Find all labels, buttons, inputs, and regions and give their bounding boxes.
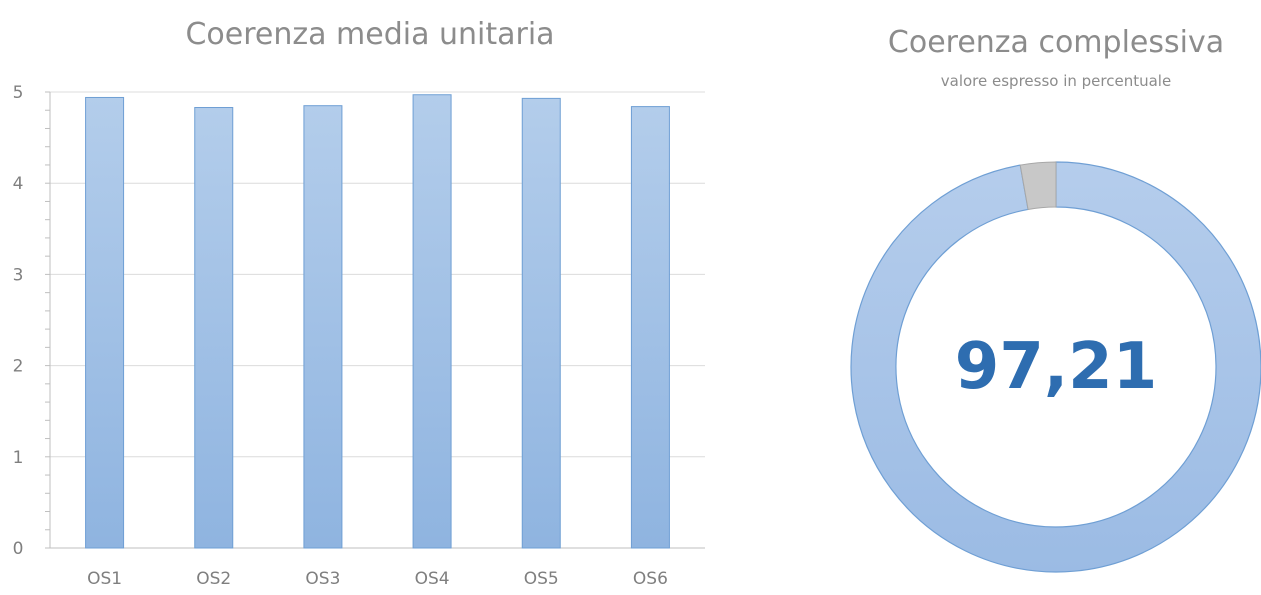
donut-ring [850, 161, 1261, 573]
x-axis-labels: OS1 OS2 OS3 OS4 OS5 OS6 [87, 569, 668, 589]
x-tick-label: OS3 [305, 569, 340, 589]
donut-chart-subtitle: valore espresso in percentuale [941, 72, 1171, 90]
bar-chart-title: Coerenza media unitaria [185, 17, 554, 52]
gridlines [50, 91, 705, 549]
bar-os4 [412, 94, 452, 549]
bars [85, 94, 670, 549]
y-tick-label: 4 [13, 174, 24, 194]
y-axis: 0 1 2 3 4 5 [13, 83, 51, 559]
x-tick-label: OS1 [87, 569, 122, 589]
y-tick-label: 2 [13, 357, 24, 377]
bar-os2 [194, 107, 234, 549]
y-tick-label: 0 [13, 539, 24, 559]
bar-chart: Coerenza media unitaria 0 1 2 3 4 5 OS1 OS2 OS3… [13, 17, 705, 589]
donut-remainder-segment [1019, 161, 1057, 211]
donut-center-value: 97,21 [955, 330, 1157, 404]
bar-os1 [85, 96, 125, 549]
donut-filled-segment [850, 161, 1261, 573]
y-tick-label: 3 [13, 265, 24, 285]
x-tick-label: OS6 [633, 569, 668, 589]
y-tick-label: 1 [13, 448, 24, 468]
x-tick-label: OS4 [415, 569, 450, 589]
donut-chart: Coerenza complessiva valore espresso in … [850, 25, 1261, 573]
y-tick-label: 5 [13, 83, 24, 103]
donut-chart-title: Coerenza complessiva [888, 25, 1224, 60]
x-tick-label: OS2 [196, 569, 231, 589]
bar-os3 [303, 105, 343, 549]
x-tick-label: OS5 [524, 569, 559, 589]
bar-os5 [521, 97, 561, 549]
bar-os6 [630, 106, 670, 549]
